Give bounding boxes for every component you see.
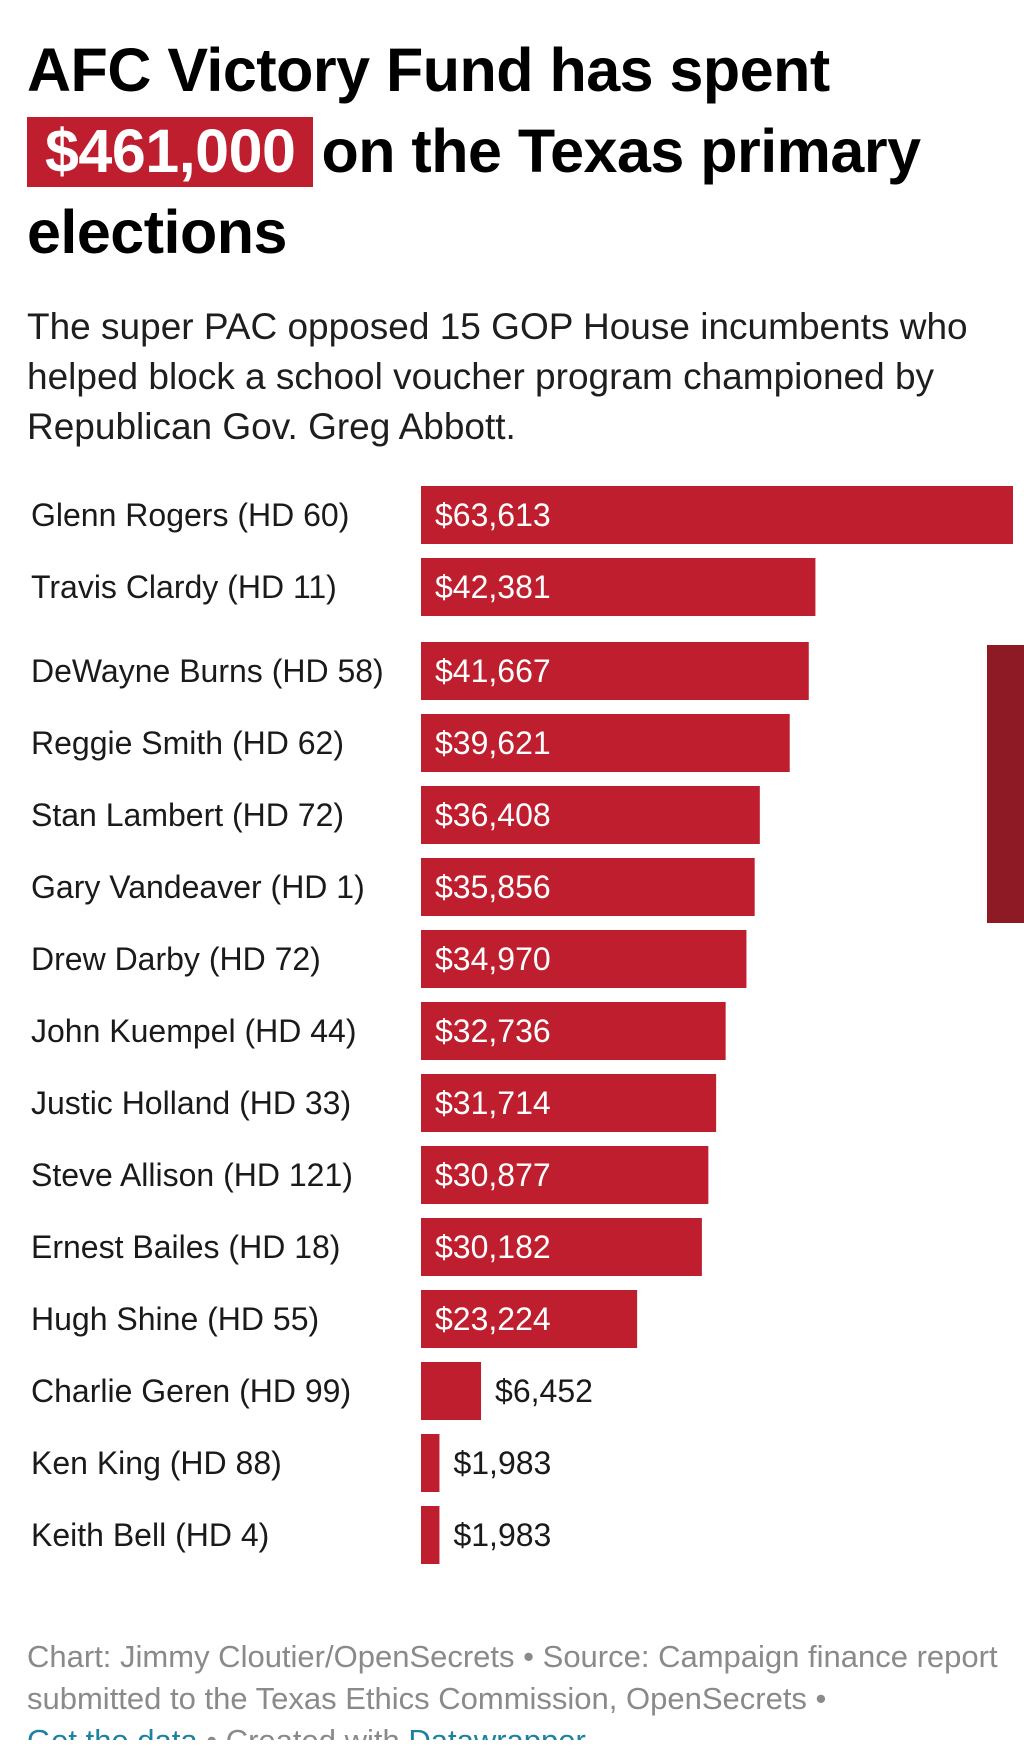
category-label: DeWayne Burns (HD 58)	[31, 653, 384, 689]
category-label: Ken King (HD 88)	[31, 1445, 282, 1481]
value-label: $1,983	[453, 1445, 551, 1481]
value-label: $36,408	[435, 797, 551, 833]
category-label: John Kuempel (HD 44)	[31, 1013, 356, 1049]
value-label: $41,667	[435, 653, 551, 689]
title-text-after: on the Texas primary elections	[27, 117, 921, 266]
value-label: $32,736	[435, 1013, 551, 1049]
title-highlight-amount: $461,000	[27, 117, 314, 187]
value-label: $23,224	[435, 1301, 551, 1337]
value-label: $34,970	[435, 941, 551, 977]
bar	[421, 714, 790, 772]
category-label: Charlie Geren (HD 99)	[31, 1373, 351, 1409]
footer-separator: •	[198, 1723, 226, 1740]
category-label: Reggie Smith (HD 62)	[31, 725, 344, 761]
footer-created-with: Created with	[226, 1723, 409, 1740]
footer-separator: •	[514, 1639, 543, 1674]
bar	[421, 1434, 440, 1492]
bar	[421, 1290, 638, 1348]
footer-source-prefix: Source:	[542, 1639, 659, 1674]
bar	[421, 1074, 717, 1132]
scrollbar-thumb[interactable]	[987, 645, 1024, 923]
bar	[421, 930, 747, 988]
category-label: Hugh Shine (HD 55)	[31, 1301, 319, 1337]
category-label: Travis Clardy (HD 11)	[31, 569, 337, 605]
value-label: $42,381	[435, 569, 551, 605]
bar-chart: Glenn Rogers (HD 60) $63,613 Travis Clardy…	[31, 486, 1013, 1564]
bar	[421, 1002, 726, 1060]
value-label: $1,983	[453, 1517, 551, 1553]
chart-title: AFC Victory Fund has spent $461,000 on th…	[27, 30, 1007, 273]
bar	[421, 1362, 482, 1420]
title-text-before: AFC Victory Fund has spent	[27, 36, 830, 104]
bar	[421, 858, 755, 916]
bar	[421, 786, 760, 844]
chart-subtitle: The super PAC opposed 15 GOP House incum…	[27, 306, 968, 447]
bar	[421, 558, 816, 616]
category-label: Drew Darby (HD 72)	[31, 941, 321, 977]
bar	[421, 1506, 440, 1564]
category-label: Ernest Bailes (HD 18)	[31, 1229, 340, 1265]
category-label: Steve Allison (HD 121)	[31, 1157, 353, 1193]
value-label: $31,714	[435, 1085, 551, 1121]
bar	[421, 642, 809, 700]
value-label: $35,856	[435, 869, 551, 905]
datawrapper-link[interactable]: Datawrapper	[408, 1723, 585, 1740]
bar	[421, 486, 1013, 544]
value-label: $30,182	[435, 1229, 551, 1265]
value-label: $39,621	[435, 725, 551, 761]
footer-separator: •	[806, 1681, 827, 1716]
value-label: $6,452	[495, 1373, 593, 1409]
value-label: $30,877	[435, 1157, 551, 1193]
category-label: Justic Holland (HD 33)	[31, 1085, 351, 1121]
value-label: $63,613	[435, 497, 551, 533]
get-the-data-link[interactable]: Get the data	[27, 1723, 198, 1740]
bar	[421, 1218, 702, 1276]
footer-source: Campaign finance report submitted to the…	[27, 1639, 998, 1716]
category-label: Glenn Rogers (HD 60)	[31, 497, 349, 533]
bar	[421, 1146, 709, 1204]
category-label: Gary Vandeaver (HD 1)	[31, 869, 365, 905]
category-label: Stan Lambert (HD 72)	[31, 797, 344, 833]
chart-footer: Chart: Jimmy Cloutier/OpenSecrets • Sour…	[27, 1636, 1007, 1740]
category-label: Keith Bell (HD 4)	[31, 1517, 269, 1553]
footer-chart-prefix: Chart:	[27, 1639, 121, 1674]
footer-chart-author: Jimmy Cloutier/OpenSecrets	[120, 1639, 515, 1674]
